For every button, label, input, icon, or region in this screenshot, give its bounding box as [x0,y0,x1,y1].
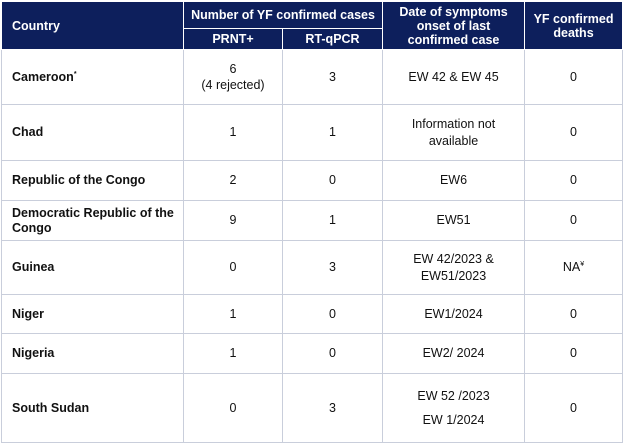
table-row: Niger 1 0 EW1/2024 0 [1,294,624,334]
prnt-cell: 1 [183,333,283,374]
date-cell: Information not available [382,104,526,161]
prnt-note: (4 rejected) [201,78,265,92]
prnt-cell: 6 (4 rejected) [183,49,283,105]
prnt-cell: 2 [183,160,283,201]
country-cell: Cameroon* [1,49,184,105]
table-row: Cameroon* 6 (4 rejected) 3 EW 42 & EW 45 … [1,49,624,105]
header-row: Country Number of YF confirmed cases Dat… [1,1,624,50]
table-row: Democratic Republic of the Congo 9 1 EW5… [1,200,624,241]
deaths-footnote-mark: ¥ [580,261,585,269]
header-country: Country [1,1,184,50]
deaths-cell: 0 [524,373,624,443]
header-rtpcr: RT-qPCR [281,28,384,50]
country-cell: Niger [1,294,184,334]
rtpcr-cell: 1 [281,104,384,161]
date-cell: EW 42/2023 & EW51/2023 [382,240,526,295]
prnt-cell: 0 [183,240,283,295]
date-cell: EW51 [382,200,526,241]
country-cell: Guinea [1,240,184,295]
prnt-value: 6 [229,61,237,76]
country-name: Cameroon [12,69,74,84]
table-row: South Sudan 0 3 EW 52 /2023 EW 1/2024 0 [1,373,624,443]
date-cell: EW 42 & EW 45 [382,49,526,105]
date-line-1: EW 52 /2023 [417,388,490,403]
country-cell: South Sudan [1,373,184,443]
country-cell: Republic of the Congo [1,160,184,201]
rtpcr-cell: 0 [281,294,384,334]
date-cell: EW6 [382,160,526,201]
country-footnote-mark: * [73,70,77,78]
prnt-cell: 1 [183,104,283,161]
rtpcr-cell: 3 [281,373,384,443]
date-line-2: EW 1/2024 [422,413,485,427]
deaths-cell: 0 [524,333,624,374]
table-row: Nigeria 1 0 EW2/ 2024 0 [1,333,624,374]
prnt-cell: 9 [183,200,283,241]
date-cell: EW 52 /2023 EW 1/2024 [382,373,526,443]
prnt-cell: 0 [183,373,283,443]
date-cell: EW1/2024 [382,294,526,334]
deaths-cell: NA¥ [524,240,624,295]
deaths-cell: 0 [524,104,624,161]
rtpcr-cell: 0 [281,160,384,201]
country-cell: Democratic Republic of the Congo [1,200,184,241]
table-row: Chad 1 1 Information not available 0 [1,104,624,161]
header-cases-group: Number of YF confirmed cases [182,1,384,29]
table-row: Republic of the Congo 2 0 EW6 0 [1,160,624,201]
deaths-value: NA [562,260,581,275]
header-deaths: YF confirmed deaths [524,1,624,50]
rtpcr-cell: 1 [281,200,384,241]
country-cell: Nigeria [1,333,184,374]
deaths-cell: 0 [524,160,624,201]
header-prnt: PRNT+ [183,28,283,50]
deaths-cell: 0 [524,200,624,241]
rtpcr-cell: 3 [281,49,384,105]
deaths-cell: 0 [524,294,624,334]
country-cell: Chad [1,104,184,161]
rtpcr-cell: 3 [281,240,384,295]
deaths-cell: 0 [524,49,624,105]
header-date: Date of symptoms onset of last confirmed… [382,1,526,50]
prnt-cell: 1 [183,294,283,334]
date-cell: EW2/ 2024 [382,333,526,374]
rtpcr-cell: 0 [281,333,384,374]
table-row: Guinea 0 3 EW 42/2023 & EW51/2023 NA¥ [1,240,624,295]
header-subrow: PRNT+ RT-qPCR [2,28,623,50]
